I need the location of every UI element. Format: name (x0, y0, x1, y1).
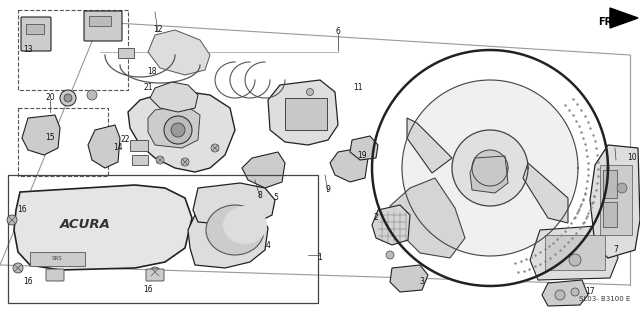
Polygon shape (372, 205, 410, 245)
Polygon shape (523, 163, 568, 223)
Text: 16: 16 (17, 206, 27, 215)
Polygon shape (128, 90, 235, 172)
Text: 9: 9 (326, 185, 330, 194)
Bar (545, 235, 605, 270)
Bar (26, 24, 44, 34)
Circle shape (64, 94, 72, 102)
Text: 4: 4 (266, 242, 271, 250)
Polygon shape (148, 105, 200, 148)
Text: 12: 12 (153, 26, 163, 35)
Polygon shape (148, 30, 210, 75)
Text: 16: 16 (23, 277, 33, 286)
Circle shape (164, 116, 192, 144)
Polygon shape (590, 145, 640, 258)
Circle shape (555, 290, 565, 300)
Polygon shape (452, 130, 528, 206)
Text: 15: 15 (45, 133, 55, 142)
Polygon shape (330, 148, 368, 182)
Polygon shape (390, 178, 465, 258)
Bar (30, 252, 85, 266)
Circle shape (156, 156, 164, 164)
Circle shape (307, 89, 314, 95)
Polygon shape (22, 115, 60, 155)
Text: 18: 18 (147, 67, 157, 77)
Text: 16: 16 (143, 285, 153, 295)
Bar (603, 202, 617, 227)
Polygon shape (542, 280, 588, 306)
Text: 5: 5 (273, 193, 278, 202)
Text: 17: 17 (585, 287, 595, 296)
Text: 10: 10 (627, 154, 637, 163)
Polygon shape (372, 50, 608, 286)
Bar (8, 175, 318, 303)
Bar (18, 108, 108, 176)
Polygon shape (14, 185, 192, 270)
Text: 20: 20 (45, 94, 55, 103)
Text: 21: 21 (143, 83, 153, 92)
Text: 3: 3 (420, 277, 424, 286)
Bar (118, 48, 134, 58)
Circle shape (7, 215, 17, 225)
Polygon shape (188, 208, 268, 268)
Circle shape (211, 144, 219, 152)
Polygon shape (193, 183, 275, 225)
Text: SRS: SRS (52, 257, 62, 262)
Text: ACURA: ACURA (60, 219, 111, 231)
FancyBboxPatch shape (84, 11, 122, 41)
Text: 13: 13 (23, 45, 33, 54)
Text: 11: 11 (353, 83, 363, 92)
Polygon shape (472, 150, 508, 186)
Circle shape (13, 263, 23, 273)
Ellipse shape (206, 205, 264, 255)
Bar (18, 10, 128, 90)
Polygon shape (242, 152, 285, 188)
Circle shape (60, 90, 76, 106)
Bar (600, 165, 632, 235)
Circle shape (171, 123, 185, 137)
Ellipse shape (223, 206, 267, 244)
Polygon shape (530, 225, 618, 280)
Bar (130, 140, 148, 151)
Text: 14: 14 (113, 143, 123, 152)
Bar (89, 16, 111, 26)
Circle shape (569, 254, 581, 266)
FancyBboxPatch shape (21, 17, 51, 51)
Polygon shape (150, 82, 198, 112)
Polygon shape (350, 136, 378, 160)
Bar (132, 155, 148, 165)
Text: 7: 7 (614, 245, 618, 254)
Circle shape (571, 288, 579, 296)
Circle shape (150, 267, 160, 277)
Polygon shape (268, 80, 338, 145)
Polygon shape (407, 118, 452, 173)
Text: 22: 22 (120, 136, 130, 145)
Text: 19: 19 (357, 151, 367, 160)
Polygon shape (390, 265, 428, 292)
Bar (603, 170, 617, 198)
Circle shape (181, 158, 189, 166)
Polygon shape (610, 8, 638, 28)
Text: 1: 1 (317, 253, 323, 262)
Circle shape (386, 251, 394, 259)
FancyBboxPatch shape (146, 269, 164, 281)
Polygon shape (88, 125, 120, 168)
Bar (285, 98, 327, 130)
Polygon shape (470, 156, 508, 193)
Text: 8: 8 (258, 191, 262, 199)
Text: SL03- B3100 E: SL03- B3100 E (579, 296, 630, 302)
Circle shape (617, 183, 627, 193)
Circle shape (87, 90, 97, 100)
Polygon shape (402, 80, 578, 256)
Text: 2: 2 (374, 213, 378, 222)
Text: FR.: FR. (598, 17, 616, 27)
FancyBboxPatch shape (46, 269, 64, 281)
Text: 6: 6 (335, 27, 340, 36)
